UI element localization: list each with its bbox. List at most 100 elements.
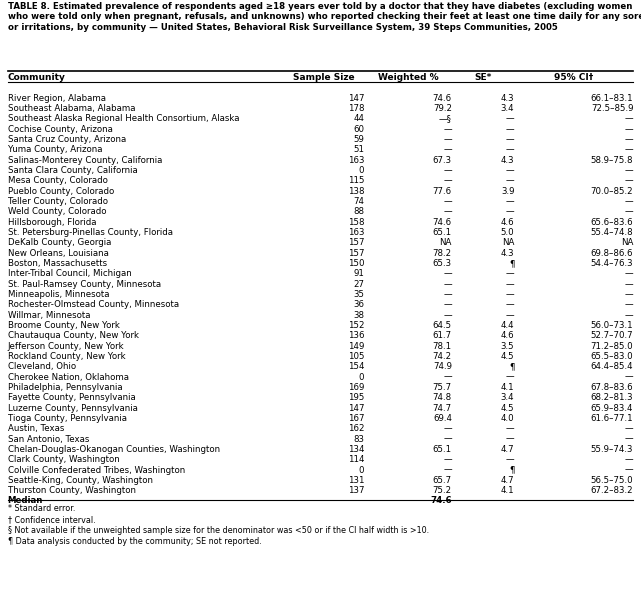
Text: —: — [625,434,633,444]
Text: 44: 44 [353,114,364,123]
Text: Weighted %: Weighted % [378,73,438,82]
Text: —: — [444,455,452,464]
Text: —: — [506,424,515,433]
Text: 4.6: 4.6 [501,218,515,227]
Text: —: — [506,145,515,155]
Text: 4.4: 4.4 [501,321,515,330]
Text: SE*: SE* [474,73,492,82]
Text: —: — [625,145,633,155]
Text: —: — [506,135,515,144]
Text: NA: NA [502,238,515,247]
Text: 88: 88 [353,207,364,217]
Text: 163: 163 [348,156,364,165]
Text: 4.5: 4.5 [501,404,515,412]
Text: 61.7: 61.7 [433,331,452,340]
Text: Weld County, Colorado: Weld County, Colorado [8,207,106,217]
Text: 75.7: 75.7 [433,383,452,392]
Text: Inter-Tribal Council, Michigan: Inter-Tribal Council, Michigan [8,269,131,278]
Text: 60: 60 [353,124,364,134]
Text: 71.2–85.0: 71.2–85.0 [591,342,633,350]
Text: Pueblo County, Colorado: Pueblo County, Colorado [8,186,114,196]
Text: —: — [625,114,633,123]
Text: 4.1: 4.1 [501,486,515,495]
Text: —: — [506,310,515,320]
Text: 3.4: 3.4 [501,104,515,113]
Text: —: — [625,197,633,206]
Text: 78.1: 78.1 [433,342,452,350]
Text: † Confidence interval.: † Confidence interval. [8,515,96,524]
Text: 157: 157 [348,238,364,247]
Text: 3.9: 3.9 [501,186,515,196]
Text: 74.6: 74.6 [430,496,452,506]
Text: 4.0: 4.0 [501,414,515,423]
Text: —: — [506,166,515,175]
Text: 4.3: 4.3 [501,94,515,103]
Text: 3.4: 3.4 [501,393,515,402]
Text: Willmar, Minnesota: Willmar, Minnesota [8,310,90,320]
Text: Clark County, Washington: Clark County, Washington [8,455,119,464]
Text: —: — [444,145,452,155]
Text: 4.7: 4.7 [501,476,515,485]
Text: 56.0–73.1: 56.0–73.1 [591,321,633,330]
Text: Minneapolis, Minnesota: Minneapolis, Minnesota [8,290,109,299]
Text: 77.6: 77.6 [433,186,452,196]
Text: 105: 105 [348,352,364,361]
Text: 52.7–70.7: 52.7–70.7 [591,331,633,340]
Text: NA: NA [621,238,633,247]
Text: —: — [444,197,452,206]
Text: Colville Confederated Tribes, Washington: Colville Confederated Tribes, Washington [8,466,185,474]
Text: 154: 154 [348,362,364,371]
Text: 4.5: 4.5 [501,352,515,361]
Text: —: — [506,207,515,217]
Text: Austin, Texas: Austin, Texas [8,424,64,433]
Text: 4.3: 4.3 [501,248,515,258]
Text: —: — [625,466,633,474]
Text: 69.4: 69.4 [433,414,452,423]
Text: 114: 114 [348,455,364,464]
Text: 147: 147 [348,94,364,103]
Text: —: — [506,290,515,299]
Text: 65.9–83.4: 65.9–83.4 [591,404,633,412]
Text: 55.4–74.8: 55.4–74.8 [591,228,633,237]
Text: —: — [625,290,633,299]
Text: —: — [625,310,633,320]
Text: Santa Clara County, California: Santa Clara County, California [8,166,137,175]
Text: 65.5–83.0: 65.5–83.0 [591,352,633,361]
Text: Chautauqua County, New York: Chautauqua County, New York [8,331,138,340]
Text: Sample Size: Sample Size [293,73,354,82]
Text: 4.7: 4.7 [501,445,515,454]
Text: 147: 147 [348,404,364,412]
Text: —: — [506,434,515,444]
Text: 65.3: 65.3 [433,259,452,268]
Text: —: — [506,269,515,278]
Text: 72.5–85.9: 72.5–85.9 [591,104,633,113]
Text: 51: 51 [353,145,364,155]
Text: 178: 178 [348,104,364,113]
Text: Seattle-King, County, Washington: Seattle-King, County, Washington [8,476,153,485]
Text: Jefferson County, New York: Jefferson County, New York [8,342,124,350]
Text: 74.9: 74.9 [433,362,452,371]
Text: Cochise County, Arizona: Cochise County, Arizona [8,124,113,134]
Text: 74.2: 74.2 [433,352,452,361]
Text: Fayette County, Pennsylvania: Fayette County, Pennsylvania [8,393,135,402]
Text: —: — [444,434,452,444]
Text: 149: 149 [348,342,364,350]
Text: 64.4–85.4: 64.4–85.4 [591,362,633,371]
Text: Rochester-Olmstead County, Minnesota: Rochester-Olmstead County, Minnesota [8,300,179,309]
Text: Chelan-Douglas-Okanogan Counties, Washington: Chelan-Douglas-Okanogan Counties, Washin… [8,445,220,454]
Text: 65.6–83.6: 65.6–83.6 [591,218,633,227]
Text: Southeast Alaska Regional Health Consortium, Alaska: Southeast Alaska Regional Health Consort… [8,114,239,123]
Text: Boston, Massachusetts: Boston, Massachusetts [8,259,107,268]
Text: Southeast Alabama, Alabama: Southeast Alabama, Alabama [8,104,135,113]
Text: 95% CI†: 95% CI† [554,73,594,82]
Text: Median: Median [8,496,43,506]
Text: 65.1: 65.1 [433,445,452,454]
Text: ¶: ¶ [509,259,515,268]
Text: —: — [625,455,633,464]
Text: 0: 0 [359,372,364,382]
Text: ¶: ¶ [509,362,515,371]
Text: 0: 0 [359,466,364,474]
Text: Luzerne County, Pennsylvania: Luzerne County, Pennsylvania [8,404,138,412]
Text: —: — [444,372,452,382]
Text: St. Petersburg-Pinellas County, Florida: St. Petersburg-Pinellas County, Florida [8,228,172,237]
